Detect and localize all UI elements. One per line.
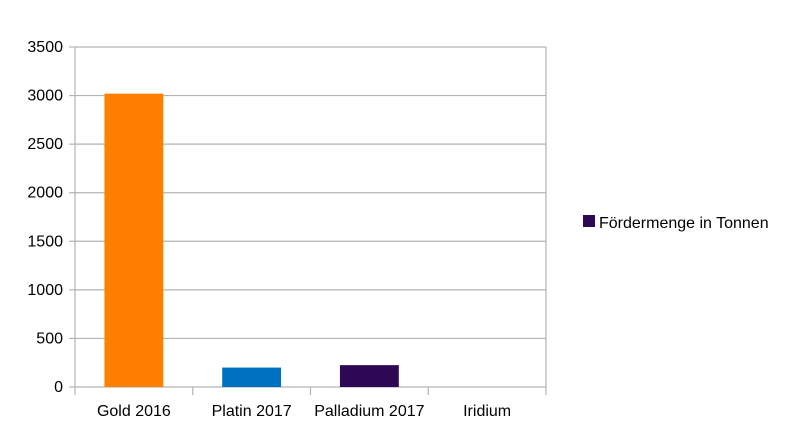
y-tick-label: 500: [36, 330, 63, 347]
legend-label: Fördermenge in Tonnen: [599, 215, 769, 232]
y-tick-label: 2000: [27, 185, 63, 202]
y-tick-label: 2500: [27, 136, 63, 153]
x-tick-label: Palladium 2017: [314, 403, 424, 420]
x-tick-label: Gold 2016: [97, 403, 171, 420]
bar: [104, 93, 164, 387]
bar: [339, 365, 399, 387]
bar: [222, 367, 282, 387]
y-tick-label: 3500: [27, 39, 63, 56]
y-tick-label: 3000: [27, 88, 63, 105]
y-tick-label: 0: [54, 379, 63, 396]
legend: Fördermenge in Tonnen: [583, 215, 769, 232]
x-axis-tick-labels: Gold 2016 Platin 2017 Palladium 2017 Iridiu…: [97, 403, 511, 420]
bars: [104, 93, 399, 387]
legend-swatch: [583, 215, 595, 227]
axes: [69, 46, 547, 395]
y-axis-tick-labels: 0 500 1000 1500 2000 2500 3000 3500: [27, 39, 63, 396]
x-tick-label: Iridium: [463, 403, 511, 420]
y-tick-label: 1000: [27, 282, 63, 299]
y-tick-label: 1500: [27, 233, 63, 250]
x-tick-label: Platin 2017: [212, 403, 292, 420]
